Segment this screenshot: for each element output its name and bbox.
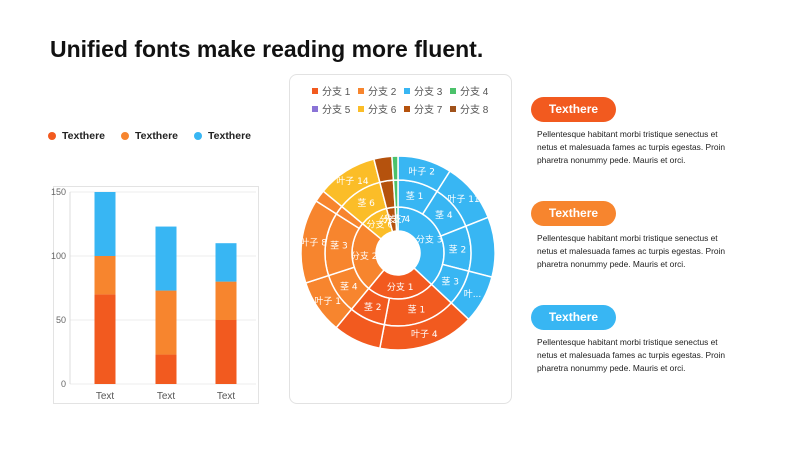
info-card-2: Texthere Pellentesque habitant morbi tri… — [531, 201, 741, 271]
bar-chart-frame — [53, 186, 259, 404]
branch-label: 分支 4 — [384, 213, 411, 225]
stem-label: 茎 1 — [408, 304, 426, 316]
stem-label: 茎 3 — [441, 276, 459, 288]
legend-dot-orange — [121, 132, 129, 140]
leaf-label: 叶子 1 — [314, 296, 341, 307]
legend-swatch — [404, 105, 410, 112]
legend-label: Texthere — [208, 130, 251, 142]
legend-label: Texthere — [135, 130, 178, 142]
y-tick-label: 100 — [51, 251, 66, 261]
bar-segment — [215, 320, 237, 384]
stem-label: 茎 2 — [449, 243, 467, 255]
bar-segment — [94, 192, 116, 256]
stem-label: 茎 3 — [330, 240, 348, 252]
sunburst-legend-item: 分支 2 — [358, 83, 402, 98]
leaf-label: 叶子 8 — [300, 237, 327, 248]
legend-label: 分支 6 — [368, 105, 397, 116]
legend-item-orange: Texthere — [121, 130, 194, 142]
stem-label: 茎 1 — [406, 190, 424, 202]
info-card-1: Texthere Pellentesque habitant morbi tri… — [531, 97, 741, 167]
bar-segment — [155, 290, 177, 355]
leaf-label: 叶子 11 — [447, 194, 479, 205]
legend-label: 分支 1 — [322, 87, 351, 98]
card-body-text: Pellentesque habitant morbi tristique se… — [537, 233, 726, 269]
branch-label: 分支 2 — [351, 250, 378, 262]
bar-segment — [215, 281, 237, 320]
legend-swatch — [358, 105, 364, 112]
bar-chart-legend: Texthere Texthere Texthere — [48, 130, 267, 142]
legend-item-red: Texthere — [48, 130, 121, 142]
info-card-3: Texthere Pellentesque habitant morbi tri… — [531, 305, 741, 375]
legend-dot-blue — [194, 132, 202, 140]
legend-dot-red — [48, 132, 56, 140]
branch-label: 分支 7 — [379, 213, 406, 225]
leaf-label: 叶... — [464, 289, 482, 300]
x-tick-label: Text — [217, 391, 236, 402]
stem-label: 茎 2 — [364, 301, 382, 313]
leaf-label: 叶子 2 — [408, 166, 435, 177]
sunburst-legend-item: 分支 4 — [450, 83, 494, 98]
sunburst-legend-item: 分支 3 — [404, 83, 448, 98]
sunburst-legend: 分支 1 分支 2 分支 3 分支 4 分支 5 分支 6 分支 7 分支 8 — [312, 83, 502, 116]
card-body-text: Pellentesque habitant morbi tristique se… — [537, 337, 726, 373]
legend-label: Texthere — [62, 130, 105, 142]
bar-segment — [215, 243, 237, 282]
bar-segment — [155, 226, 177, 291]
leaf-label: 叶子 4 — [411, 329, 438, 340]
legend-swatch — [312, 87, 318, 94]
legend-swatch — [450, 87, 456, 94]
sunburst-leaf-segment — [391, 155, 399, 181]
x-tick-label: Text — [96, 391, 115, 402]
legend-swatch — [312, 105, 318, 112]
legend-item-blue: Texthere — [194, 130, 267, 142]
legend-label: 分支 8 — [460, 105, 489, 116]
page-title: Unified fonts make reading more fluent. — [50, 36, 484, 62]
sunburst-legend-item: 分支 7 — [404, 101, 448, 116]
y-tick-label: 150 — [51, 187, 66, 197]
bar-segment — [94, 294, 116, 384]
stem-label: 茎 4 — [435, 209, 453, 221]
legend-label: 分支 7 — [414, 105, 443, 116]
legend-label: 分支 4 — [460, 87, 489, 98]
legend-label: 分支 3 — [414, 87, 443, 98]
bar-segment — [155, 354, 177, 384]
card-heading-pill[interactable]: Texthere — [531, 305, 616, 330]
sunburst-legend-item: 分支 5 — [312, 101, 356, 116]
leaf-label: 叶子 14 — [336, 176, 369, 187]
legend-label: 分支 2 — [368, 87, 397, 98]
legend-label: 分支 5 — [322, 105, 351, 116]
card-heading-pill[interactable]: Texthere — [531, 97, 616, 122]
sunburst-legend-item: 分支 6 — [358, 101, 402, 116]
bar-segment — [94, 256, 116, 295]
sunburst-leaf-segment — [464, 216, 496, 279]
sunburst-legend-item: 分支 1 — [312, 83, 356, 98]
x-tick-label: Text — [157, 391, 176, 402]
stem-label: 茎 4 — [340, 280, 358, 292]
branch-label: 分支 3 — [416, 233, 443, 245]
legend-swatch — [358, 87, 364, 94]
legend-swatch — [450, 105, 456, 112]
y-tick-label: 50 — [56, 315, 66, 325]
y-tick-label: 0 — [61, 379, 66, 389]
card-heading-pill[interactable]: Texthere — [531, 201, 616, 226]
sunburst-legend-item: 分支 8 — [450, 101, 494, 116]
branch-label: 分支 1 — [387, 281, 414, 293]
stem-label: 茎 6 — [357, 197, 375, 209]
legend-swatch — [404, 87, 410, 94]
card-body-text: Pellentesque habitant morbi tristique se… — [537, 129, 726, 165]
branch-label: 分支 6 — [366, 218, 393, 230]
